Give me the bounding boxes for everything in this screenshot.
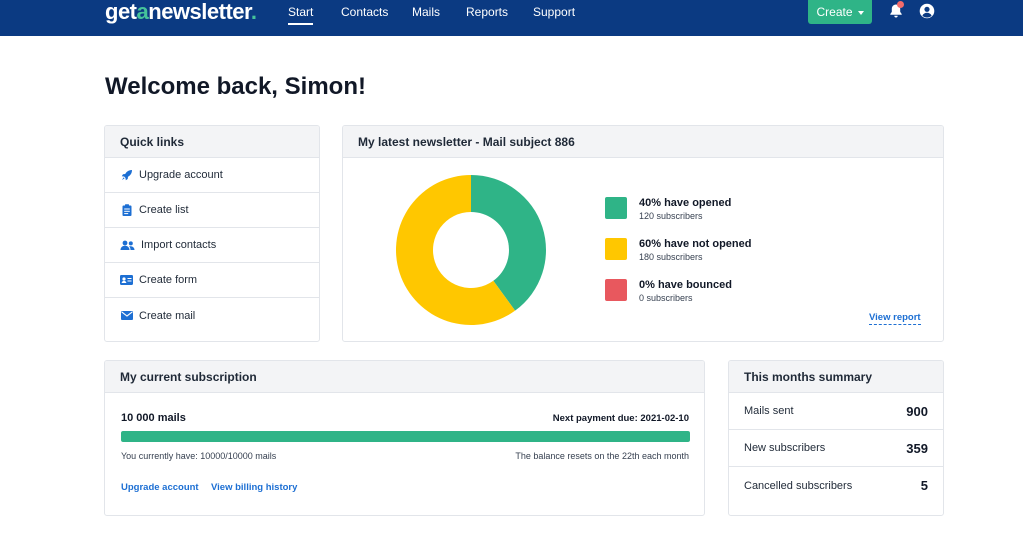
- summary-value: 900: [906, 403, 928, 419]
- donut-slice-have-opened: [471, 175, 546, 311]
- caret-down-icon: [857, 10, 864, 15]
- legend-title: 40% have opened: [639, 197, 732, 209]
- nav-support[interactable]: Support: [533, 5, 576, 19]
- upgrade-account-link[interactable]: Upgrade account: [121, 482, 199, 493]
- summary-label: Cancelled subscribers: [744, 479, 853, 492]
- envelope-icon: [120, 310, 133, 322]
- summary-value: 359: [906, 440, 928, 456]
- subscription-title: My current subscription: [105, 361, 704, 393]
- usage-progress-bar: [121, 431, 690, 442]
- summary-label: New subscribers: [744, 442, 826, 454]
- legend-subtitle: 180 subscribers: [639, 252, 703, 262]
- nav-mails[interactable]: Mails: [412, 5, 441, 19]
- rocket-icon: [120, 169, 133, 181]
- donut-slice-have-not-opened: [395, 175, 516, 325]
- page-title: Welcome back, Simon!: [105, 73, 366, 100]
- nav-contacts[interactable]: Contacts: [341, 5, 389, 19]
- legend-swatch: [605, 238, 627, 260]
- quick-link-create-list[interactable]: Create list: [105, 193, 319, 228]
- view-billing-history-link[interactable]: View billing history: [211, 482, 298, 493]
- logo-dot: .: [250, 0, 257, 24]
- month-summary-card: This months summary Mails sent 900 New s…: [728, 360, 944, 516]
- summary-row-new-subscribers: New subscribers 359: [729, 430, 943, 467]
- clipboard-icon: [120, 204, 133, 216]
- view-report-link[interactable]: View report: [869, 312, 921, 325]
- create-button-label: Create: [816, 5, 853, 19]
- month-summary-title: This months summary: [729, 361, 943, 393]
- quick-link-label: Upgrade account: [139, 169, 223, 181]
- users-icon: [120, 239, 135, 251]
- quick-link-create-form[interactable]: Create form: [105, 263, 319, 298]
- quick-link-label: Create form: [139, 274, 198, 286]
- legend-subtitle: 120 subscribers: [639, 211, 703, 221]
- balance-reset-text: The balance resets on the 22th each mont…: [515, 451, 689, 461]
- quick-link-upgrade-account[interactable]: Upgrade account: [105, 158, 319, 193]
- quick-link-label: Create mail: [139, 309, 196, 322]
- logo-text-suffix: newsletter: [148, 0, 251, 24]
- latest-newsletter-title: My latest newsletter - Mail subject 886: [343, 126, 943, 158]
- legend-subtitle: 0 subscribers: [639, 293, 693, 303]
- legend-swatch: [605, 279, 627, 301]
- usage-text: You currently have: 10000/10000 mails: [121, 451, 277, 461]
- nav-start[interactable]: Start: [288, 5, 314, 25]
- quick-link-label: Import contacts: [141, 239, 217, 251]
- usage-progress-fill: [121, 431, 690, 442]
- quick-link-create-mail[interactable]: Create mail: [105, 298, 319, 333]
- next-payment-date: Next payment due: 2021-02-10: [552, 413, 689, 424]
- legend-title: 0% have bounced: [639, 279, 732, 291]
- summary-value: 5: [920, 478, 928, 493]
- latest-newsletter-card: My latest newsletter - Mail subject 886 …: [342, 125, 944, 342]
- summary-row-cancelled-subscribers: Cancelled subscribers 5: [729, 467, 943, 504]
- logo-text-accent: a: [136, 0, 149, 24]
- subscription-card: My current subscription 10 000 mails Nex…: [104, 360, 705, 516]
- id-card-icon: [120, 274, 133, 286]
- summary-label: Mails sent: [744, 405, 794, 417]
- quick-links-title: Quick links: [105, 126, 319, 158]
- summary-row-mails-sent: Mails sent 900: [729, 393, 943, 430]
- create-button[interactable]: Create: [808, 0, 872, 24]
- quick-link-label: Create list: [139, 204, 189, 216]
- quick-links-card: Quick links Upgrade account Create list …: [104, 125, 320, 342]
- legend-title: 60% have not opened: [639, 238, 752, 250]
- quick-link-import-contacts[interactable]: Import contacts: [105, 228, 319, 263]
- top-navigation-bar: getanewsletter. Start Contacts Mails Rep…: [0, 0, 1023, 36]
- nav-reports[interactable]: Reports: [466, 5, 509, 19]
- logo[interactable]: getanewsletter.: [105, 0, 257, 25]
- notification-badge: [897, 1, 904, 8]
- user-circle-icon[interactable]: [919, 3, 935, 19]
- logo-text-prefix: get: [105, 0, 137, 24]
- opens-donut-chart: [395, 175, 546, 325]
- plan-name: 10 000 mails: [121, 412, 186, 424]
- legend-swatch: [605, 197, 627, 219]
